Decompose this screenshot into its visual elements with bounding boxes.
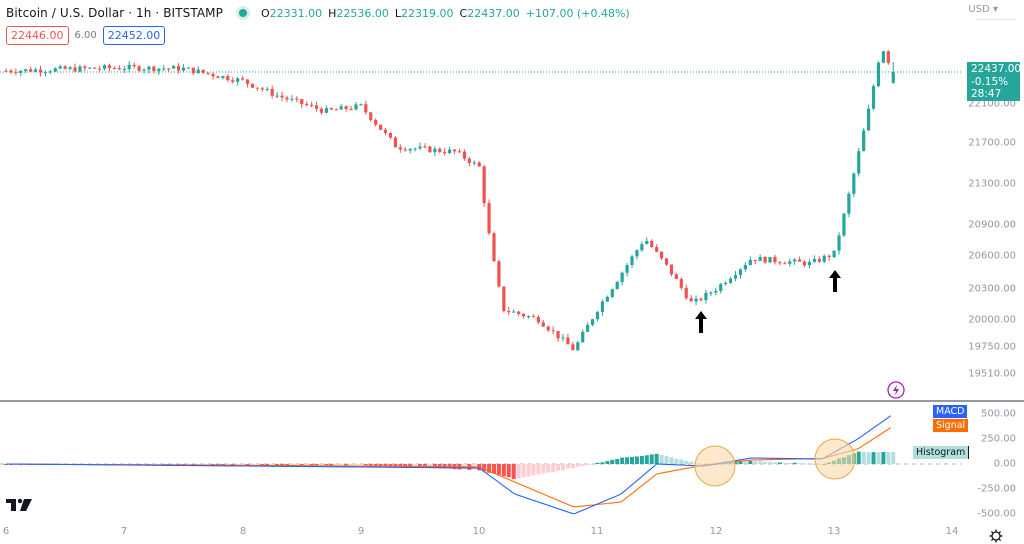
sell-price-button[interactable]: 22446.00	[6, 26, 69, 45]
macd-legend-label: MACD	[933, 405, 968, 418]
time-axis-label: 8	[239, 526, 247, 537]
price-axis-label: 21300.00	[968, 178, 1016, 190]
spread-value: 6.00	[74, 30, 97, 41]
last-price-badge: 22437.00 -0.15% 28:47	[967, 62, 1022, 101]
bid-ask-row: 22446.00 6.00 22452.00	[6, 26, 166, 45]
pane-divider[interactable]	[0, 400, 1024, 402]
time-axis-label: 11	[590, 526, 604, 537]
chevron-down-icon: ▾	[992, 4, 998, 15]
price-axis-label: 20900.00	[968, 219, 1016, 231]
time-axis-label: 12	[709, 526, 723, 537]
macd-axis-label: -500.00	[977, 508, 1016, 520]
price-axis-label: 20600.00	[968, 250, 1016, 262]
chart-header: Bitcoin / U.S. Dollar · 1h · BITSTAMP O2…	[6, 5, 630, 21]
signal-legend-label: Signal	[933, 419, 969, 432]
macd-axis-label: 0.00	[993, 458, 1016, 470]
time-axis-label: 7	[120, 526, 128, 537]
time-axis-label: 10	[472, 526, 486, 537]
price-axis-label: 21700.00	[968, 137, 1016, 149]
macd-axis-label: 250.00	[981, 433, 1016, 445]
time-axis[interactable]: 6 7 8 9 10 11 12 13 14	[0, 526, 1024, 544]
time-axis-label: 13	[827, 526, 841, 537]
last-price-change: -0.15%	[971, 75, 1009, 88]
macd-axis-label: 500.00	[981, 408, 1016, 420]
price-axis-label: 20000.00	[968, 314, 1016, 326]
change-value: +107.00 (+0.48%)	[525, 6, 630, 20]
macd-axis[interactable]: 500.00 250.00 0.00 -250.00 -500.00	[962, 0, 1024, 526]
macd-axis-label: -250.00	[977, 483, 1016, 495]
buy-price-button[interactable]: 22452.00	[102, 26, 166, 45]
lightning-bolt-icon[interactable]	[886, 380, 906, 400]
last-price-value: 22437.00	[971, 63, 1022, 75]
low-value: 22319.00	[401, 6, 454, 20]
ohlc-values: O22331.00 H22536.00 L22319.00 C22437.00 …	[261, 7, 630, 20]
high-label: H	[328, 6, 337, 20]
histogram-legend-label: Histogram	[913, 446, 970, 459]
currency-selector[interactable]: USD ▾	[968, 4, 998, 15]
tradingview-logo-icon[interactable]	[6, 498, 34, 512]
settings-gear-icon[interactable]	[988, 528, 1004, 544]
high-value: 22536.00	[336, 6, 389, 20]
price-axis-label: 22100.00	[968, 98, 1016, 110]
close-value: 22437.00	[467, 6, 520, 20]
time-axis-label: 9	[357, 526, 365, 537]
currency-label: USD	[968, 4, 990, 15]
open-value: 22331.00	[269, 6, 323, 20]
price-axis-label: 19510.00	[968, 368, 1016, 380]
symbol-title[interactable]: Bitcoin / U.S. Dollar · 1h · BITSTAMP	[6, 6, 223, 20]
price-axis-label: 20300.00	[968, 283, 1016, 295]
bar-countdown: 28:47	[971, 88, 1002, 100]
open-label: O	[260, 6, 270, 20]
currency-underline	[976, 19, 1016, 20]
close-label: C	[459, 6, 468, 20]
market-status-icon	[238, 9, 247, 17]
price-axis-label: 19750.00	[968, 341, 1016, 353]
time-axis-label: 14	[945, 526, 959, 537]
low-label: L	[394, 6, 402, 20]
time-axis-label: 6	[2, 526, 10, 537]
